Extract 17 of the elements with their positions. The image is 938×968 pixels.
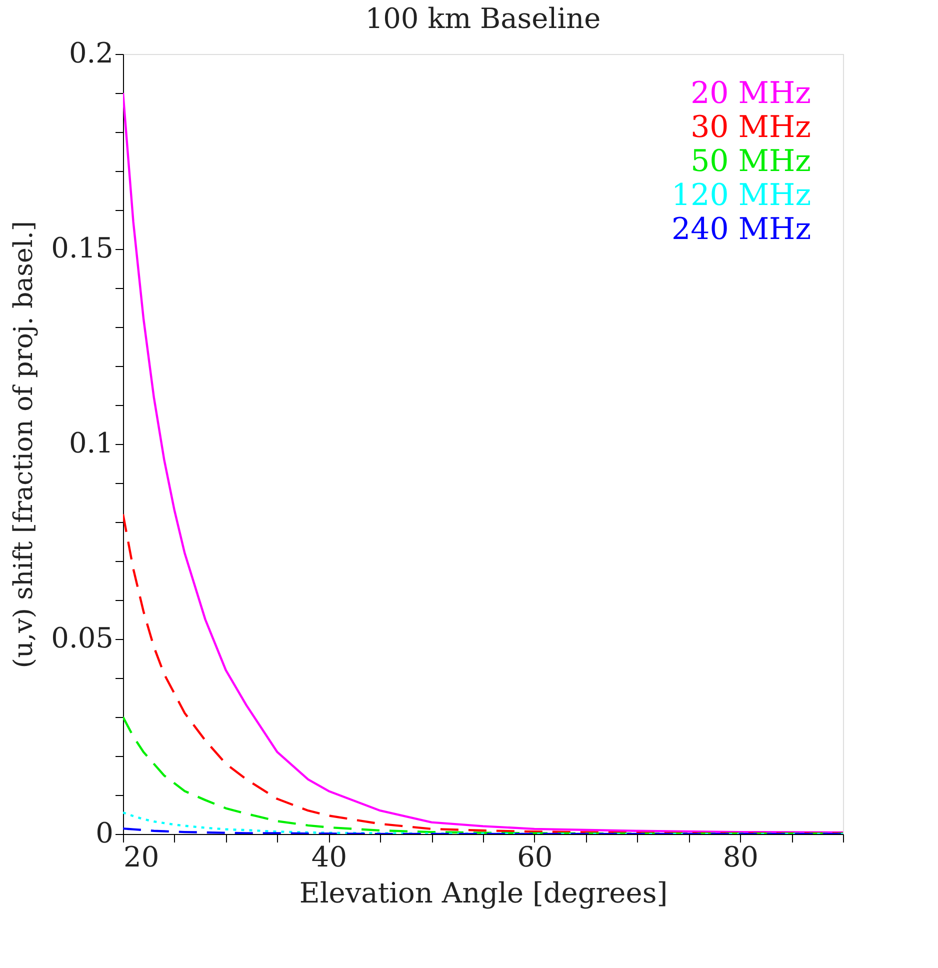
x-tick-label: 60 [517, 840, 553, 874]
x-tick-label: 80 [722, 840, 758, 874]
x-tick-label: 40 [311, 840, 348, 874]
x-tick-label: 20 [124, 840, 160, 874]
y-tick-label: 0 [96, 816, 114, 850]
text: 20 MHz [690, 76, 811, 111]
text: 50 MHz [690, 144, 811, 179]
y-tick-label: 0.05 [51, 622, 114, 654]
y-axis-title: (u,v) shift [fraction of proj. basel.] [9, 220, 40, 668]
text: 240 MHz [672, 212, 811, 247]
y-tick-label: 0.15 [51, 232, 114, 264]
text: 30 MHz [690, 110, 811, 145]
y-tick-label: 0.1 [68, 426, 114, 460]
x-axis-title: Elevation Angle [degrees] [299, 876, 668, 910]
chart-title: 100 km Baseline [365, 2, 601, 35]
text: 120 MHz [672, 178, 811, 213]
y-tick-label: 0.2 [68, 36, 114, 70]
